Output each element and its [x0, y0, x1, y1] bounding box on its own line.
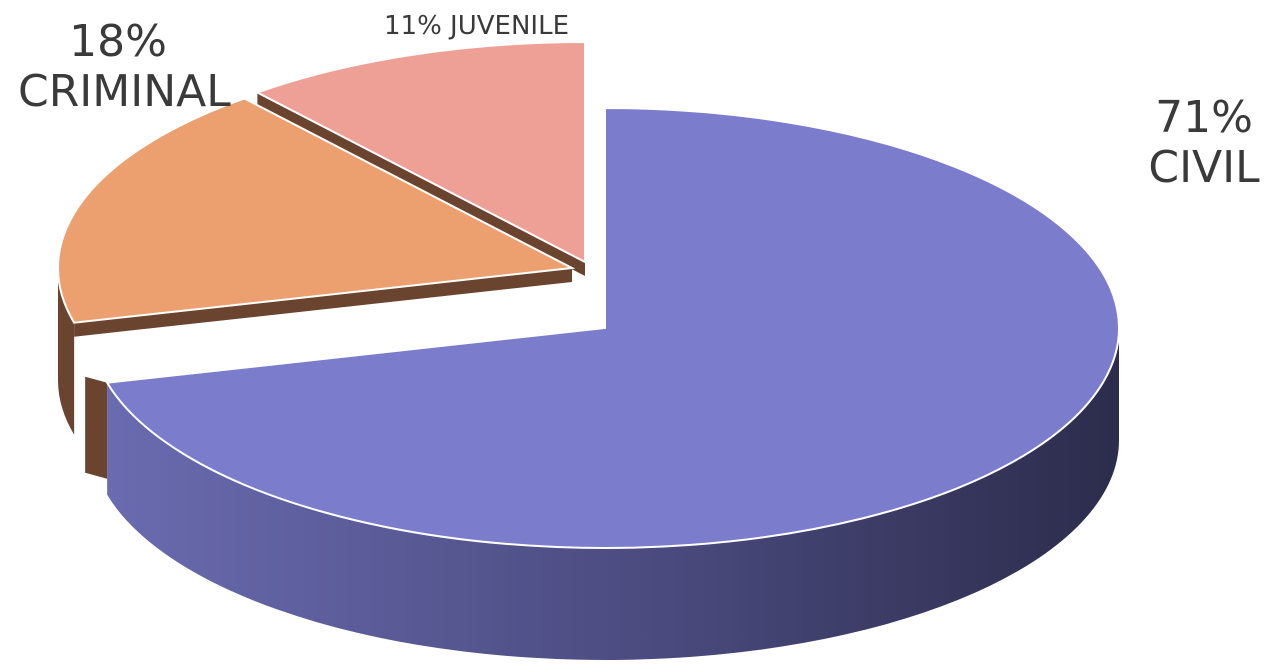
juvenile-slice	[254, 40, 586, 276]
criminal-slice-label: 18% CRIMINAL	[18, 16, 231, 120]
civil-slice-label: 71% CIVIL	[1148, 96, 1260, 196]
criminal-slice-side	[58, 268, 75, 435]
juvenile-slice-top	[254, 40, 586, 264]
criminal-slice-edge-0	[74, 268, 572, 337]
civil-slice-edge	[85, 376, 108, 479]
civil-percent: 71%	[1155, 92, 1253, 143]
criminal-name: CRIMINAL	[18, 66, 231, 117]
criminal-slice-top	[57, 97, 576, 324]
civil-slice-top	[105, 106, 1120, 549]
juvenile-slice-edge-0	[257, 92, 585, 276]
criminal-percent: 18%	[69, 16, 167, 67]
juvenile-slice-label: 11% JUVENILE	[384, 11, 569, 41]
civil-slice-side	[107, 328, 1119, 660]
civil-name: CIVIL	[1148, 142, 1260, 193]
civil-slice	[85, 106, 1120, 660]
criminal-slice	[57, 97, 576, 435]
